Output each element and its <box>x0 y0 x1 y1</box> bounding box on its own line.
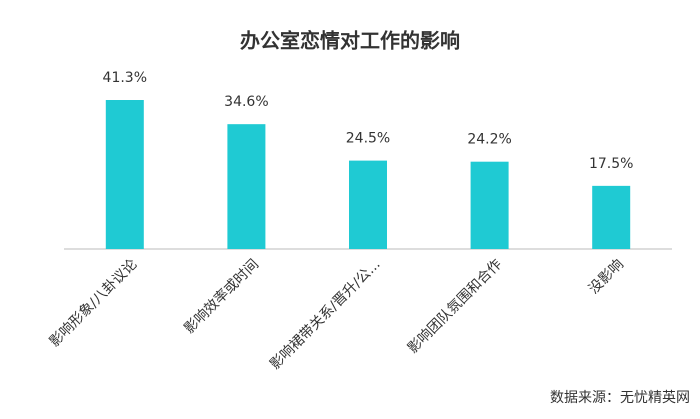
source-note: 数据来源：无忧精英网 <box>550 389 690 406</box>
bar <box>470 161 509 249</box>
bar <box>349 160 387 249</box>
bar <box>592 185 631 249</box>
value-label: 17.5% <box>589 156 633 172</box>
chart-title: 办公室恋情对工作的影响 <box>240 29 460 53</box>
bar <box>227 124 266 249</box>
bar <box>105 100 144 249</box>
value-label: 24.2% <box>467 132 511 148</box>
value-label: 41.3% <box>103 70 147 86</box>
value-label: 24.5% <box>346 131 390 147</box>
value-label: 34.6% <box>224 94 268 110</box>
